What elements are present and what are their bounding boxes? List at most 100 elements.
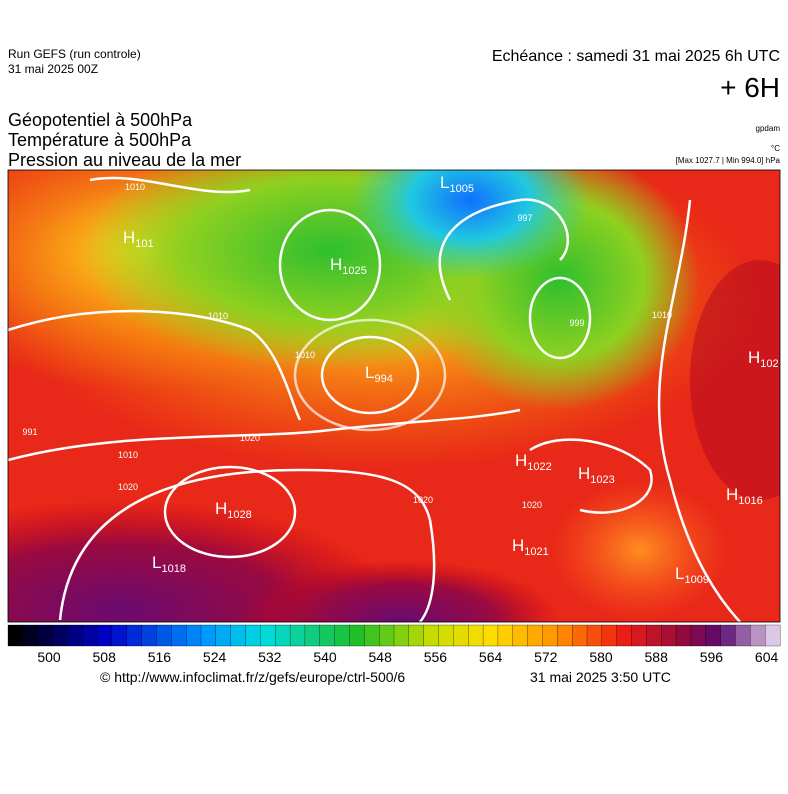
center-value: 1005 [449,183,473,195]
colorbar-cell [527,624,543,647]
isobar-label: 1020 [413,495,433,505]
pressure-center: H1028 [215,499,252,521]
colorbar-cell [67,624,83,647]
pressure-center: H1016 [726,485,763,507]
colorbar-cell [141,624,157,647]
colorbar-cell [735,624,751,647]
center-letter: L [440,173,449,192]
colorbar-cell [37,624,53,647]
colorbar-cell [572,624,588,647]
colorbar-cell [82,624,98,647]
colorbar-cell [156,624,172,647]
isobar-label: 991 [22,427,37,437]
colorbar-cell [200,624,217,647]
colorbar-cell [393,624,410,647]
colorbar-cell [423,624,439,647]
center-value: 1016 [738,495,762,507]
pressure-center: H1025 [330,255,367,277]
colorbar-cell [334,624,350,647]
colorbar-cell [215,624,232,647]
colorbar-tick-label: 540 [313,649,337,665]
colorbar-tick-label: 580 [589,649,613,665]
pressure-center: L1005 [440,173,474,195]
colorbar-tick-label: 564 [479,649,503,665]
colorbar-tick-label: 508 [93,649,117,665]
colorbar-tick-label: 604 [755,649,779,665]
center-value: 1028 [227,509,251,521]
colorbar-cell [468,624,484,647]
colorbar-tick-label: 524 [203,649,227,665]
pressure-center: L1018 [152,553,186,575]
colorbar-cell [379,624,395,647]
center-letter: H [515,451,527,470]
pressure-center: H101 [123,228,154,250]
colorbar-cell [705,624,722,647]
pressure-center: L994 [365,363,393,385]
isobar-label: 997 [517,213,532,223]
map [8,170,780,622]
colorbar-cell [497,624,514,647]
unit: [Max 1027.7 | Min 994.0] hPa [676,156,781,165]
title: Pression au niveau de la mer [8,150,241,170]
colorbar-cell [364,624,380,647]
colorbar-tick-label: 556 [424,649,448,665]
center-value: 1022 [527,461,551,473]
colorbar-tick-label: 588 [645,649,669,665]
colorbar-cell [22,624,39,647]
issue-time: 31 mai 2025 3:50 UTC [530,669,671,685]
colorbar-cell [408,624,425,647]
center-value: 1021 [524,546,548,558]
colorbar-cell [720,624,736,647]
colorbar-cell [349,624,365,647]
title: Géopotentiel à 500hPa [8,110,193,130]
center-letter: L [675,564,684,583]
title: Température à 500hPa [8,130,192,150]
center-letter: H [512,536,524,555]
center-letter: L [152,553,161,572]
echeance: Echéance : samedi 31 mai 2025 6h UTC [492,48,780,65]
center-value: 1025 [342,265,366,277]
map-frame [7,169,781,623]
isobar-label: 1020 [522,500,542,510]
center-letter: H [748,348,760,367]
isobar-label: 1010 [652,310,672,320]
isobar-label: 1010 [208,311,228,321]
colorbar-tick-label: 596 [700,649,724,665]
unit: °C [771,144,780,153]
colorbar-cell [750,624,766,647]
center-value: 101 [135,238,153,250]
unit: gpdam [756,124,781,133]
colorbar-cell [512,624,529,647]
colorbar-tick-label: 532 [258,649,282,665]
pressure-center: H1023 [578,464,615,486]
colorbar-tick-label: 572 [534,649,558,665]
colorbar-cell [111,624,128,647]
colorbar-cell [52,624,68,647]
colorbar-cell [453,624,469,647]
colorbar-cell [186,624,202,647]
colorbar-cell [690,624,707,647]
center-value: 1018 [161,563,185,575]
isobar-label: 999 [569,318,584,328]
center-letter: H [578,464,590,483]
colorbar-cell [765,624,781,647]
center-value: 994 [374,373,392,385]
colorbar-cell [438,624,454,647]
colorbar-cell [260,624,276,647]
pressure-center: H102 [748,348,779,370]
center-letter: L [365,363,374,382]
colorbar-cell [542,624,558,647]
pressure-center: H1022 [515,451,552,473]
run-date: 31 mai 2025 00Z [8,62,98,76]
colorbar-cell [96,624,113,647]
center-letter: H [215,499,227,518]
colorbar-cell [245,624,261,647]
isobar-label: 1020 [118,482,138,492]
colorbar-cell [661,624,677,647]
lead-time: + 6H [720,72,780,103]
pressure-center: L1009 [675,564,709,586]
isobar-label: 1020 [240,433,260,443]
colorbar-tick-label: 516 [148,649,172,665]
colorbar-cell [289,624,306,647]
colorbar-cell [482,624,499,647]
